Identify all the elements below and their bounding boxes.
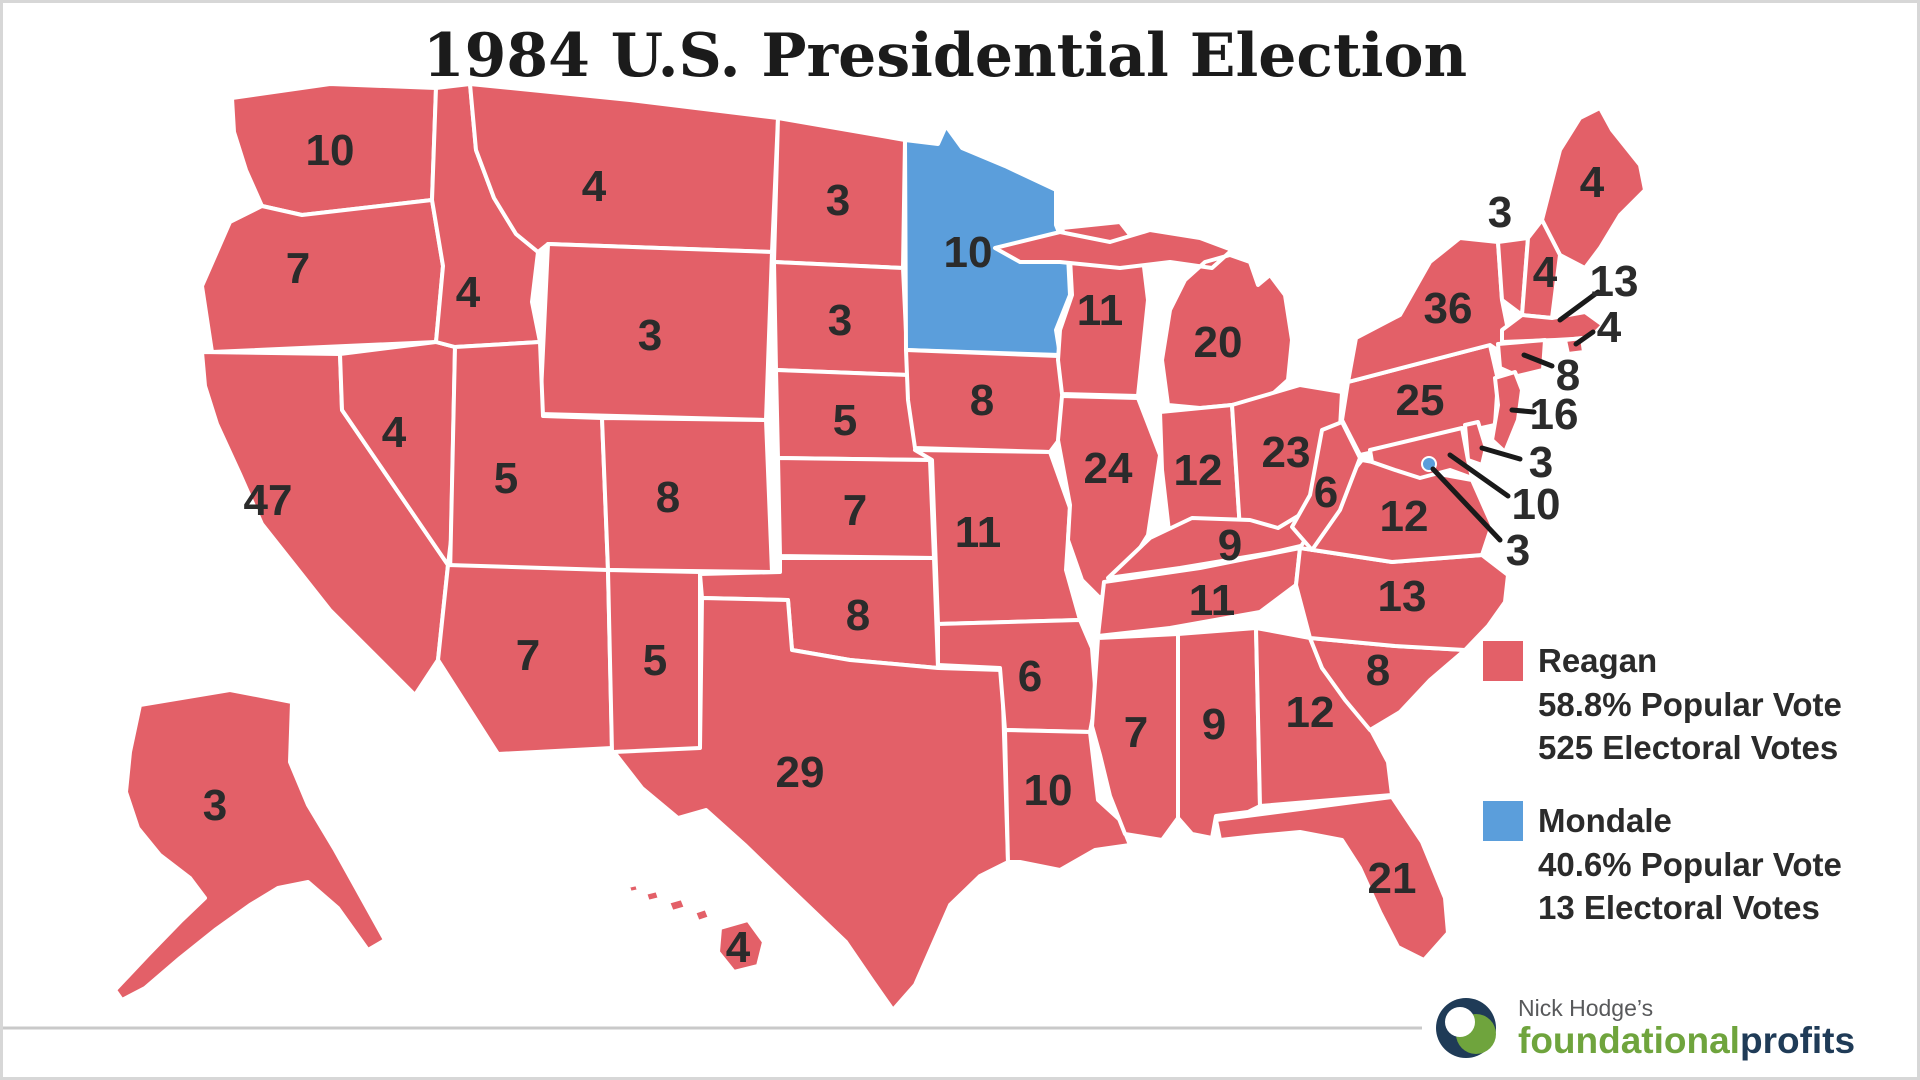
votes-florida: 21 <box>1368 854 1417 903</box>
votes-vermont: 3 <box>1488 188 1512 237</box>
state-texas <box>612 596 1010 1012</box>
votes-missouri: 11 <box>955 508 1002 557</box>
votes-california: 47 <box>244 476 293 525</box>
callout-line-connecticut <box>1521 352 1555 369</box>
votes-maine: 4 <box>1580 158 1605 207</box>
votes-alaska: 3 <box>203 781 227 830</box>
state-arizona <box>436 563 614 756</box>
votes-kentucky: 9 <box>1218 521 1242 570</box>
votes-virginia: 12 <box>1380 492 1429 541</box>
reagan-color-swatch <box>1483 641 1523 681</box>
state-tennessee <box>1096 546 1302 638</box>
state-new-jersey <box>1490 370 1524 454</box>
callout-line-delaware <box>1479 445 1523 462</box>
state-louisiana <box>1003 728 1132 872</box>
votes-minnesota: 10 <box>944 228 993 277</box>
votes-tennessee: 11 <box>1189 576 1236 625</box>
votes-oklahoma: 8 <box>846 591 870 640</box>
footer: Nick Hodge’s foundationalprofits <box>0 995 1855 1061</box>
votes-south-carolina: 8 <box>1366 646 1390 695</box>
legend-item-mondale: Mondale 40.6% Popular Vote 13 Electoral … <box>1483 801 1842 926</box>
votes-district-of-columbia: 3 <box>1506 526 1530 575</box>
votes-connecticut: 8 <box>1556 351 1580 400</box>
callout-line-maryland <box>1447 452 1511 499</box>
votes-new-hampshire: 4 <box>1533 248 1558 297</box>
brand-green-text: foundational <box>1518 1020 1740 1061</box>
state-maine <box>1540 106 1647 270</box>
votes-north-carolina: 13 <box>1378 572 1427 621</box>
callout-line-massachusetts <box>1557 289 1601 323</box>
votes-alabama: 9 <box>1202 700 1226 749</box>
votes-arizona: 7 <box>516 631 540 680</box>
brand-navy-text: profits <box>1740 1020 1855 1061</box>
votes-new-york: 36 <box>1424 284 1473 333</box>
state-alaska <box>113 688 387 1002</box>
state-montana <box>468 82 780 254</box>
votes-nebraska: 5 <box>833 396 857 445</box>
reagan-popular-vote: 58.8% Popular Vote <box>1538 686 1842 723</box>
state-new-hampshire <box>1520 218 1562 320</box>
mondale-popular-vote: 40.6% Popular Vote <box>1538 846 1842 883</box>
votes-south-dakota: 3 <box>828 296 852 345</box>
votes-rhode-island: 4 <box>1597 303 1622 352</box>
state-missouri <box>913 448 1082 626</box>
votes-west-virginia: 6 <box>1314 468 1338 517</box>
votes-kansas: 7 <box>843 486 867 535</box>
state-maryland <box>1368 426 1474 480</box>
brand-logo-icon <box>1436 998 1496 1058</box>
votes-north-dakota: 3 <box>826 176 850 225</box>
state-colorado <box>600 416 774 574</box>
votes-oregon: 7 <box>286 244 310 293</box>
callout-line-new-jersey <box>1509 407 1537 415</box>
callout-line-rhode-island <box>1573 329 1596 347</box>
reagan-electoral-votes: 525 Electoral Votes <box>1538 729 1838 766</box>
state-oregon <box>200 198 445 354</box>
votes-massachusetts: 13 <box>1590 257 1639 306</box>
votes-colorado: 8 <box>656 473 680 522</box>
mondale-name: Mondale <box>1538 802 1672 839</box>
logo-white-center <box>1445 1007 1475 1037</box>
state-florida <box>1214 795 1450 962</box>
reagan-name: Reagan <box>1538 642 1657 679</box>
election-map <box>113 82 1647 1012</box>
brand-prefix: Nick Hodge’s <box>1518 995 1653 1021</box>
votes-iowa: 8 <box>970 376 994 425</box>
votes-indiana: 12 <box>1174 446 1223 495</box>
votes-arkansas: 6 <box>1018 652 1042 701</box>
legend-item-reagan: Reagan 58.8% Popular Vote 525 Electoral … <box>1483 641 1842 766</box>
votes-ohio: 23 <box>1262 428 1311 477</box>
votes-delaware: 3 <box>1529 438 1553 487</box>
mondale-color-swatch <box>1483 801 1523 841</box>
votes-washington: 10 <box>306 126 355 175</box>
votes-idaho: 4 <box>456 268 481 317</box>
votes-wyoming: 3 <box>638 311 662 360</box>
mondale-electoral-votes: 13 Electoral Votes <box>1538 889 1820 926</box>
page-title: 1984 U.S. Presidential Election <box>423 21 1467 91</box>
brand-wordmark: foundationalprofits <box>1518 1020 1855 1061</box>
state-hawaii <box>626 882 766 974</box>
legend: Reagan 58.8% Popular Vote 525 Electoral … <box>1483 641 1842 926</box>
votes-maryland: 10 <box>1512 480 1561 529</box>
votes-nevada: 4 <box>382 408 407 457</box>
votes-utah: 5 <box>494 454 518 503</box>
votes-wisconsin: 11 <box>1077 286 1124 335</box>
state-illinois <box>1056 394 1162 600</box>
state-connecticut <box>1496 338 1547 378</box>
votes-mississippi: 7 <box>1124 708 1148 757</box>
votes-louisiana: 10 <box>1024 766 1073 815</box>
votes-illinois: 24 <box>1084 444 1133 493</box>
votes-pennsylvania: 25 <box>1396 376 1445 425</box>
votes-texas: 29 <box>776 748 825 797</box>
votes-new-jersey: 16 <box>1530 390 1579 439</box>
votes-hawaii: 4 <box>726 923 751 972</box>
votes-new-mexico: 5 <box>643 636 667 685</box>
votes-montana: 4 <box>582 162 607 211</box>
callout-lines <box>1430 289 1601 543</box>
votes-michigan: 20 <box>1194 318 1243 367</box>
callout-line-district-of-columbia <box>1430 466 1503 543</box>
votes-georgia: 12 <box>1286 688 1335 737</box>
